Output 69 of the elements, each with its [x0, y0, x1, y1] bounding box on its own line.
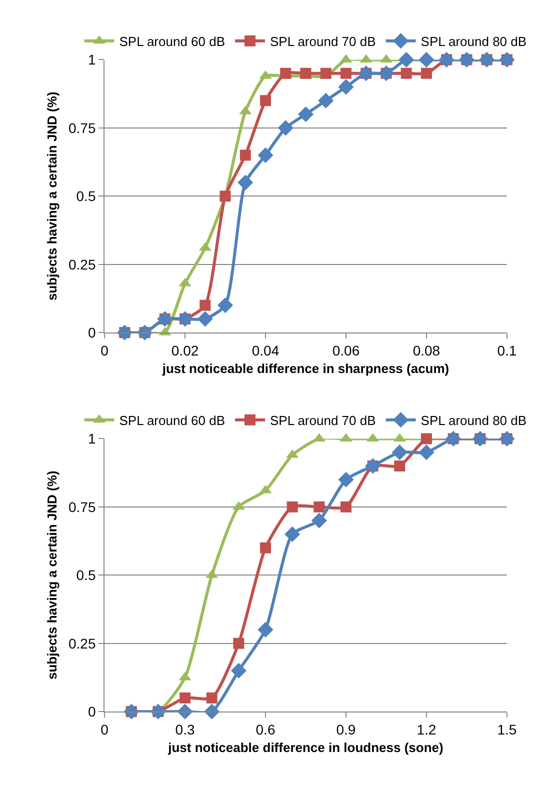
y-tick-label: 1: [88, 52, 96, 68]
point: [298, 106, 314, 122]
point: [311, 512, 327, 528]
point: [318, 92, 334, 108]
point: [278, 120, 294, 136]
legend-label: SPL around 60 dB: [119, 412, 226, 428]
x-tick-label: 0.9: [336, 721, 356, 738]
x-tick-label: 0.6: [256, 721, 276, 738]
point: [394, 460, 406, 472]
point: [420, 68, 432, 79]
point: [260, 542, 271, 554]
x-tick-label: 0.04: [252, 342, 280, 358]
point: [418, 444, 434, 460]
point: [217, 297, 234, 314]
point: [240, 150, 251, 161]
y-tick-label: 0.5: [76, 188, 96, 204]
x-tick-label: 1.2: [416, 721, 436, 738]
point: [260, 95, 271, 106]
point: [197, 311, 213, 327]
x-tick-label: 0: [100, 342, 109, 358]
x-axis-title: just noticeable difference in sharpness (acum): [161, 360, 450, 376]
y-tick-label: 0: [88, 703, 96, 720]
point: [286, 501, 298, 512]
legend-label: SPL around 80 dB: [420, 34, 527, 49]
y-axis-title: subjects having a certain JND (%): [44, 92, 60, 301]
point: [392, 444, 408, 460]
legend-label: SPL around 70 dB: [270, 412, 376, 428]
point: [284, 526, 300, 542]
point: [180, 692, 191, 704]
point: [200, 300, 211, 311]
legend-label: SPL around 80 dB: [420, 412, 527, 428]
point: [340, 501, 352, 512]
y-axis-title: subjects having a certain JND (%): [44, 470, 60, 680]
x-tick-label: 0.02: [171, 342, 199, 358]
point: [238, 174, 254, 190]
x-tick-label: 0: [100, 721, 109, 738]
legend-label: SPL around 70 dB: [270, 34, 376, 49]
x-tick-label: 0.08: [412, 342, 440, 358]
point: [418, 52, 434, 68]
y-tick-label: 0.25: [68, 635, 96, 652]
point: [320, 68, 332, 79]
point: [220, 190, 231, 202]
y-tick-label: 0.5: [76, 567, 96, 584]
y-tick-label: 0.75: [68, 120, 96, 136]
point: [420, 433, 432, 444]
point: [300, 68, 312, 79]
x-axis-title: just noticeable difference in loudness (sone): [167, 740, 444, 755]
point: [230, 662, 246, 678]
point: [206, 692, 218, 704]
x-tick-label: 0.1: [497, 342, 517, 358]
point: [280, 68, 292, 79]
legend-label: SPL around 60 dB: [119, 34, 226, 49]
point: [398, 52, 414, 68]
point: [400, 68, 412, 79]
y-tick-label: 0: [88, 324, 96, 340]
y-tick-label: 1: [88, 430, 96, 447]
x-tick-label: 1.5: [497, 721, 517, 738]
point: [233, 638, 244, 649]
x-tick-label: 0.06: [332, 342, 360, 358]
point: [258, 147, 274, 163]
x-tick-label: 0.3: [175, 721, 195, 738]
point: [314, 501, 325, 512]
point: [340, 68, 352, 79]
point: [204, 704, 220, 720]
point: [258, 622, 274, 638]
point: [338, 472, 354, 488]
point: [338, 79, 354, 95]
y-tick-label: 0.75: [68, 498, 96, 515]
y-tick-label: 0.25: [68, 256, 96, 272]
